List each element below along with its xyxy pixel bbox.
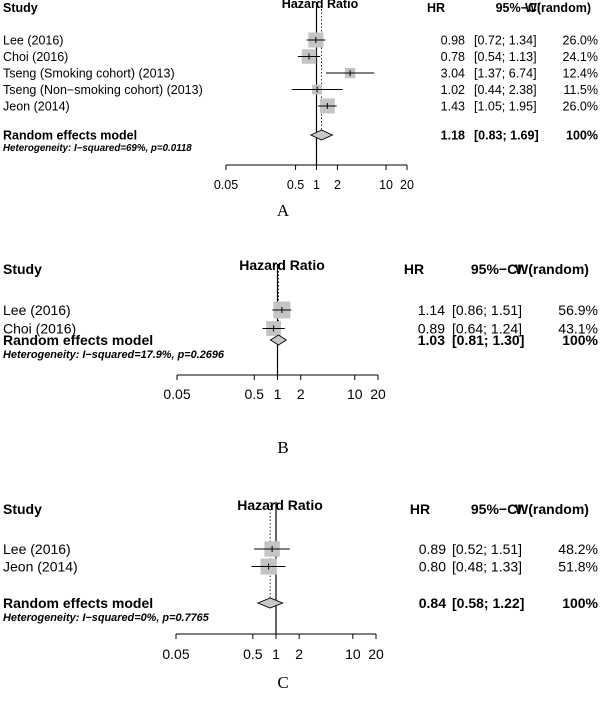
panel-a-summary-weight: 100% xyxy=(566,128,598,142)
panel-b-study-hr: 1.14 xyxy=(418,302,445,318)
panel-c-summary-hr: 0.84 xyxy=(419,595,446,611)
panel-b-header-hr: HR xyxy=(404,261,424,277)
panel-a-study-ci: [1.37; 6.74] xyxy=(474,66,537,80)
panel-c-x-tick-label: 2 xyxy=(295,646,303,662)
panel-c-study-hr: 0.89 xyxy=(419,541,446,557)
panel-c-header-ci: 95%−CI xyxy=(471,501,521,517)
panel-a-summary-hr: 1.18 xyxy=(441,128,465,142)
panel-b-x-tick-label: 0.5 xyxy=(245,386,265,402)
panel-a-study-weight: 11.5% xyxy=(563,83,598,97)
panel-c-header-study: Study xyxy=(3,501,42,517)
panel-b-x-tick-label: 10 xyxy=(347,386,363,402)
panel-a-study-label: Tseng (Smoking cohort) (2013) xyxy=(3,66,175,80)
panel-a-x-tick-label: 1 xyxy=(313,178,320,192)
panel-b-summary-diamond xyxy=(269,334,288,346)
panel-a-study-ci: [0.54; 1.13] xyxy=(474,50,537,64)
panel-c-summary-label: Random effects model xyxy=(3,595,153,611)
panel-b-summary-hr: 1.03 xyxy=(418,332,445,348)
panel-a-header-weight: W(random) xyxy=(525,1,591,15)
panel-b-study-label: Choi (2016) xyxy=(3,320,76,336)
panel-c-study-weight: 51.8% xyxy=(558,558,598,574)
panel-a-heterogeneity: Heterogeneity: I−squared=69%, p=0.0118 xyxy=(3,143,192,154)
panel-a-study-hr: 0.78 xyxy=(441,50,465,64)
panel-a-summary-diamond xyxy=(309,129,334,141)
panel-a-study-weight: 24.1% xyxy=(563,50,598,64)
panel-a-study-hr: 1.43 xyxy=(441,99,465,113)
panel-b-header-axis-title: Hazard Ratio xyxy=(239,257,325,273)
panel-b-x-tick-label: 1 xyxy=(274,386,282,402)
panel-c-study-label: Jeon (2014) xyxy=(3,558,78,574)
panel-b-x-tick-label: 20 xyxy=(370,386,386,402)
panel-a-study-label: Jeon (2014) xyxy=(3,99,70,113)
panel-b-study-weight: 43.1% xyxy=(558,320,598,336)
panel-c-x-tick-label: 0.05 xyxy=(162,646,189,662)
panel-a-x-tick-label: 20 xyxy=(400,178,414,192)
panel-a-study-label: Choi (2016) xyxy=(3,50,68,64)
panel-b-header-study: Study xyxy=(3,261,42,277)
panel-a-study-hr: 1.02 xyxy=(441,83,465,97)
panel-a-header-ci: 95%−CI xyxy=(496,1,541,15)
panel-a-header-axis-title: Hazard Ratio xyxy=(282,0,359,11)
panel-c-x-tick-label: 1 xyxy=(272,646,280,662)
panel-c-summary-weight: 100% xyxy=(562,595,598,611)
panel-a-summary-label: Random effects model xyxy=(3,128,137,142)
panel-a-study-weight: 26.0% xyxy=(563,33,598,47)
panel-c-header-axis-title: Hazard Ratio xyxy=(237,497,323,513)
panel-a-study-ci: [1.05; 1.95] xyxy=(474,99,537,113)
panel-b-heterogeneity: Heterogeneity: I−squared=17.9%, p=0.2696 xyxy=(3,349,225,361)
panel-a-study-weight: 26.0% xyxy=(563,99,598,113)
panel-a-summary-ci: [0.83; 1.69] xyxy=(474,128,539,142)
panel-a-study-ci: [0.72; 1.34] xyxy=(474,33,537,47)
panel-a-study-label: Tseng (Non−smoking cohort) (2013) xyxy=(3,83,203,97)
panel-a-study-weight: 12.4% xyxy=(563,66,598,80)
panel-c-study-ci: [0.52; 1.51] xyxy=(452,541,522,557)
panel-c-x-tick-label: 0.5 xyxy=(243,646,263,662)
panel-a-x-tick-label: 2 xyxy=(334,178,341,192)
panel-c-study-label: Lee (2016) xyxy=(3,541,71,557)
panel-c-x-tick-label: 10 xyxy=(345,646,361,662)
panel-a-study-hr: 3.04 xyxy=(441,66,465,80)
panel-b-summary-label: Random effects model xyxy=(3,332,153,348)
panel-c-summary-diamond xyxy=(256,597,284,609)
panel-b-header-weight: W(random) xyxy=(515,261,589,277)
panel-c-heterogeneity: Heterogeneity: I−squared=0%, p=0.7765 xyxy=(3,612,210,624)
panel-a-study-label: Lee (2016) xyxy=(3,33,63,47)
panel-c-header-weight: W(random) xyxy=(515,501,589,517)
panel-b-study-ci: [0.64; 1.24] xyxy=(452,320,522,336)
panel-b-x-tick-label: 2 xyxy=(297,386,305,402)
panel-c-label: C xyxy=(277,673,288,692)
panel-a-study-ci: [0.44; 2.38] xyxy=(474,83,537,97)
panel-c-header-hr: HR xyxy=(410,501,430,517)
panel-a-x-tick-label: 0.5 xyxy=(287,178,304,192)
panel-c-study-weight: 48.2% xyxy=(558,541,598,557)
panel-b-study-label: Lee (2016) xyxy=(3,302,71,318)
panel-a-study-hr: 0.98 xyxy=(441,33,465,47)
panel-b-study-weight: 56.9% xyxy=(558,302,598,318)
panel-a-header-study: Study xyxy=(3,1,38,15)
panel-a-x-tick-label: 10 xyxy=(379,178,393,192)
panel-b-study-ci: [0.86; 1.51] xyxy=(452,302,522,318)
panel-b-header-ci: 95%−CI xyxy=(471,261,521,277)
panel-b-x-tick-label: 0.05 xyxy=(163,386,190,402)
panel-a-header-hr: HR xyxy=(427,1,445,15)
panel-b-label: B xyxy=(277,438,288,457)
panel-c-study-ci: [0.48; 1.33] xyxy=(452,558,522,574)
panel-a-label: A xyxy=(277,201,290,220)
panel-b-study-hr: 0.89 xyxy=(418,320,445,336)
panel-a-x-tick-label: 0.05 xyxy=(214,178,238,192)
panel-b-summary-ci: [0.81; 1.30] xyxy=(452,332,524,348)
panel-c-summary-ci: [0.58; 1.22] xyxy=(452,595,524,611)
panel-c-x-tick-label: 20 xyxy=(368,646,384,662)
panel-c-study-hr: 0.80 xyxy=(419,558,446,574)
panel-b-summary-weight: 100% xyxy=(562,332,598,348)
